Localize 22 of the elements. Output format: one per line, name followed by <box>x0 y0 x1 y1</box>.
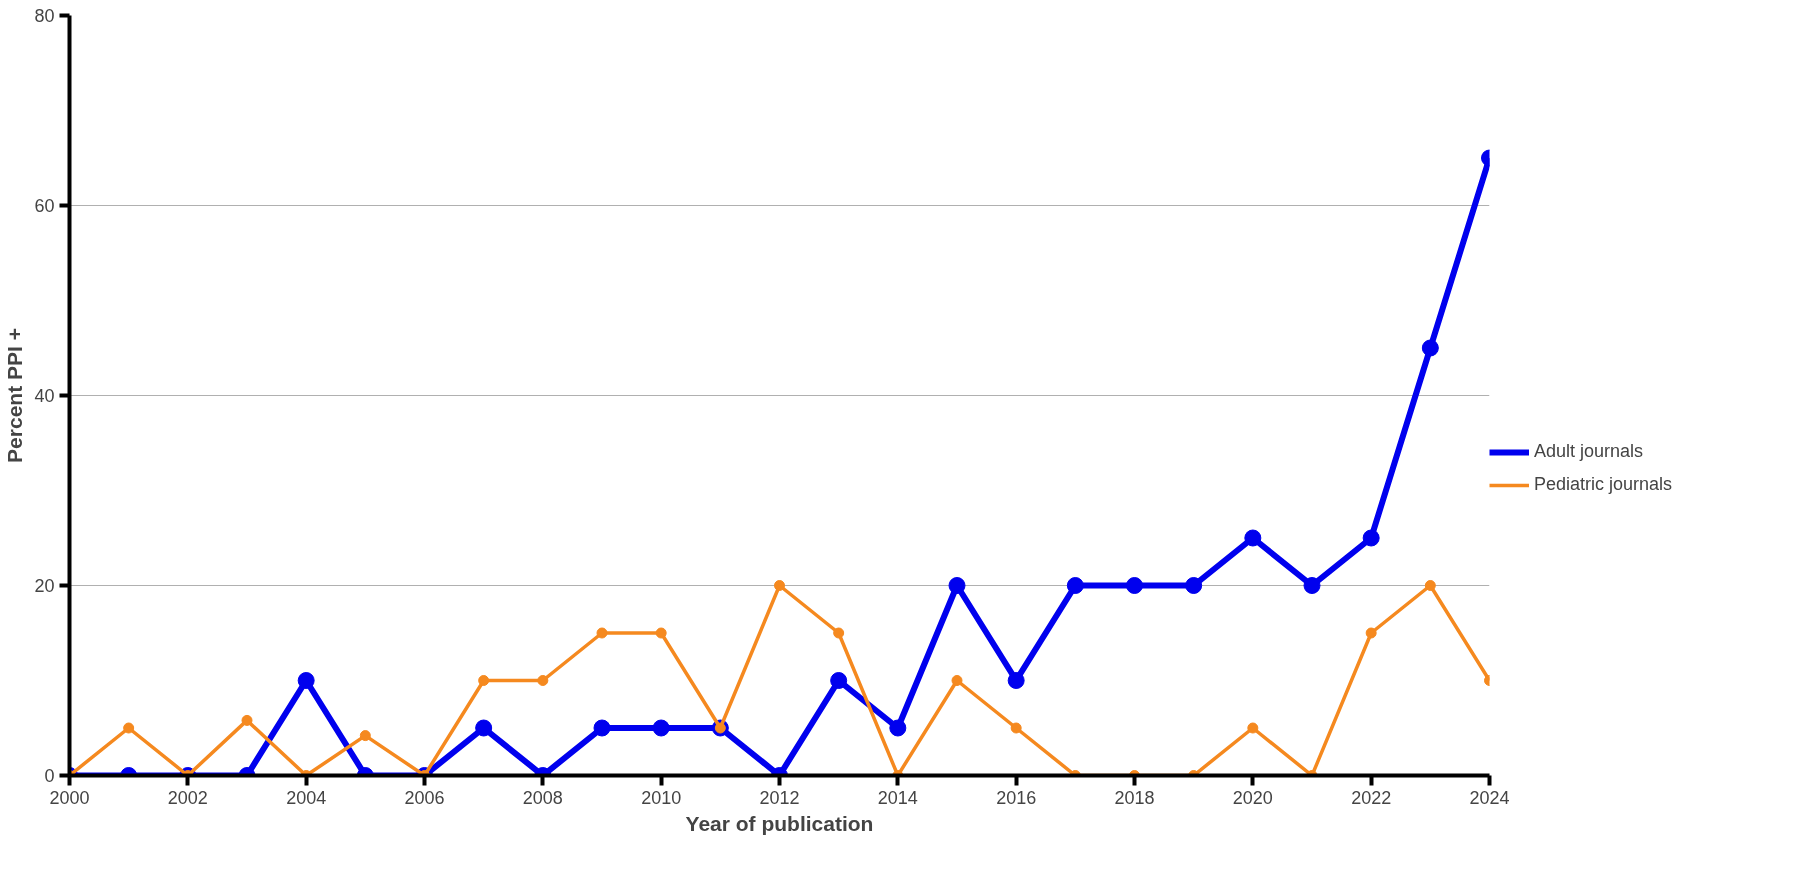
x-axis-title: Year of publication <box>685 811 874 835</box>
x-tick-label: 2004 <box>286 787 327 808</box>
x-tick-label: 2012 <box>759 787 800 808</box>
x-tick-label: 2024 <box>1469 787 1510 808</box>
y-tick-label: 20 <box>34 576 55 596</box>
x-tick-label: 2020 <box>1232 787 1273 808</box>
x-tick-label: 2016 <box>996 787 1037 808</box>
y-tick-label: 40 <box>34 386 55 406</box>
legend-label: Adult journals <box>1534 441 1644 462</box>
y-tick-label: 80 <box>34 6 55 26</box>
y-tick-label: 0 <box>44 766 55 786</box>
x-tick-label: 2014 <box>877 787 918 808</box>
x-tick-label: 2010 <box>641 787 682 808</box>
x-tick-label: 2008 <box>522 787 563 808</box>
x-tick-label: 2000 <box>49 787 90 808</box>
y-tick-label: 60 <box>34 196 55 216</box>
y-axis-title: Percent PPI + <box>3 328 27 463</box>
x-tick-label: 2006 <box>404 787 445 808</box>
x-tick-label: 2018 <box>1114 787 1155 808</box>
legend-label: Pediatric journals <box>1534 474 1673 495</box>
x-tick-label: 2022 <box>1351 787 1392 808</box>
x-tick-label: 2002 <box>167 787 208 808</box>
